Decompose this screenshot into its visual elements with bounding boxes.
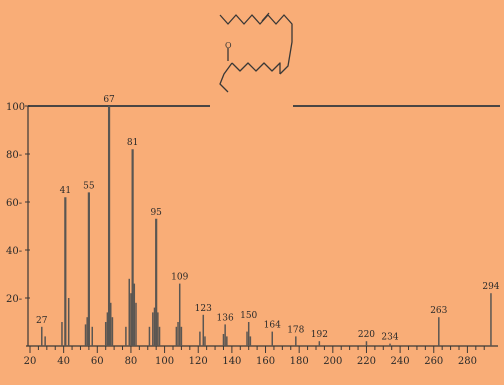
x-tick-label: 100 <box>155 356 174 367</box>
structure-chain-lower <box>231 62 281 74</box>
molecular-structure <box>219 12 293 93</box>
peak-label: 95 <box>150 208 162 218</box>
peak-label: 123 <box>195 304 212 314</box>
peak-label: 294 <box>482 282 499 292</box>
peak-label: 164 <box>264 321 281 331</box>
peak-label: 136 <box>217 313 234 323</box>
peak-label: 234 <box>381 333 398 343</box>
peak-label: 81 <box>127 138 138 148</box>
structure-oxygen-label: O <box>225 41 232 50</box>
x-tick-label: 180 <box>290 356 309 367</box>
y-tick-label: 100 <box>6 102 25 113</box>
peak-label: 27 <box>36 316 48 326</box>
y-tick-label: 40- <box>6 246 22 257</box>
structure-double-bond <box>261 12 270 22</box>
x-tick-label: 140 <box>222 356 241 367</box>
y-tick-label: 80- <box>6 150 22 161</box>
x-tick-label: 280 <box>458 356 477 367</box>
x-axis-ticks: 20 40 60 80 100 120 140 160 180 200 220 240 260 280 <box>24 346 485 367</box>
peak-label: 178 <box>287 325 304 335</box>
x-tick-label: 60 <box>91 356 104 367</box>
x-tick-label: 260 <box>424 356 443 367</box>
peak-label: 67 <box>103 95 115 105</box>
x-tick-label: 40 <box>57 356 70 367</box>
y-tick-label: 20- <box>6 294 22 305</box>
peak-label: 192 <box>311 330 328 340</box>
peak-label: 220 <box>358 330 375 340</box>
x-tick-label: 80 <box>125 356 138 367</box>
x-tick-label: 240 <box>391 356 410 367</box>
structure-methoxy <box>219 62 233 93</box>
peak-label: 55 <box>83 181 95 191</box>
x-tick-label: 20 <box>24 356 37 367</box>
y-tick-label: 60- <box>6 198 22 209</box>
peak-label: 109 <box>171 273 188 283</box>
x-tick-label: 160 <box>256 356 275 367</box>
peak-label: 150 <box>240 311 257 321</box>
spectrum-peaks <box>41 106 492 346</box>
x-tick-label: 120 <box>189 356 208 367</box>
peak-label: 41 <box>60 186 71 196</box>
x-tick-label: 200 <box>323 356 342 367</box>
peak-labels: 27 41 55 67 81 95 109 123 136 150 164 178 192 220 234 2… <box>36 95 500 343</box>
peak-label: 263 <box>430 306 447 316</box>
y-axis-ticks: 20- 40- 60- 80- 100 <box>6 102 30 305</box>
x-tick-label: 220 <box>357 356 376 367</box>
